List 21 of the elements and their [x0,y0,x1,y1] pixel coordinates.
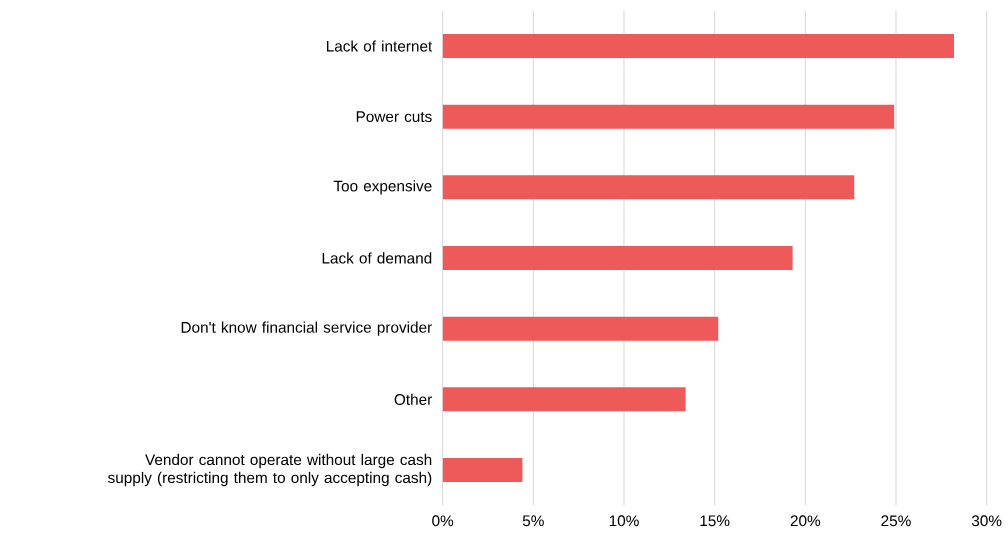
x-tick-label: 0% [432,515,454,527]
y-tick-label: Power cuts [356,111,432,123]
y-tick-label: Other [394,393,432,405]
x-tick-label: 25% [881,515,911,527]
x-tick-label: 15% [700,515,730,527]
x-tick-label: 5% [522,515,544,527]
bar [442,104,895,129]
y-tick-label: Lack of demand [322,252,432,264]
y-tick-label: Too expensive [333,180,432,195]
x-tick-label: 10% [609,515,639,527]
x-tick-label: 30% [971,515,1002,527]
y-tick-label: Vendor cannot operate without large cash supply (restricting them to only accepting cash) [108,453,432,487]
bar [442,316,719,341]
x-tick-label: 20% [790,515,821,527]
bar [442,175,855,200]
bar [442,387,686,412]
y-tick-label: Don't know financial service provider [181,321,432,336]
y-tick-label: Lack of internet [326,40,433,52]
bar [442,457,523,482]
bar [442,34,955,58]
bar [442,246,793,270]
